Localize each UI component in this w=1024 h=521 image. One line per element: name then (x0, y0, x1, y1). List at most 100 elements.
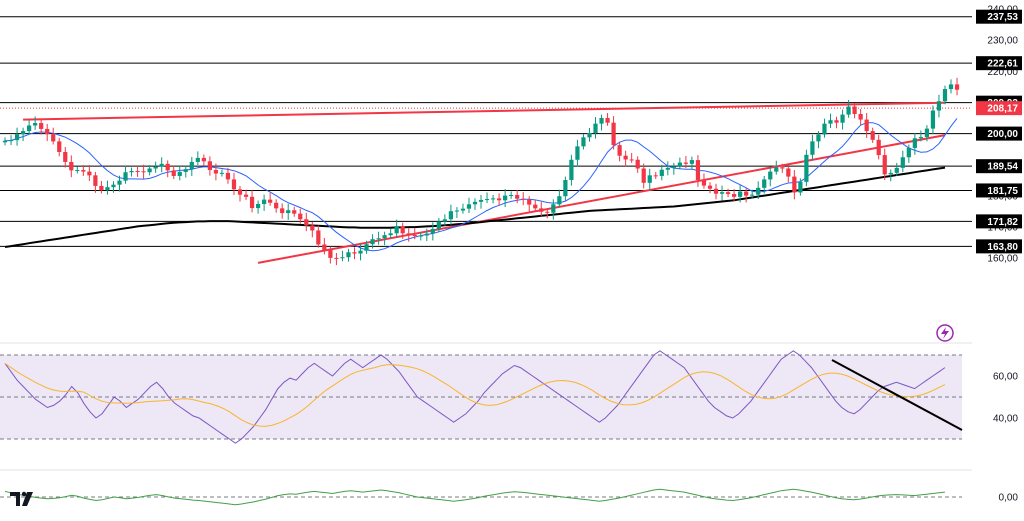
candle-body (906, 147, 911, 158)
candle-body (551, 204, 556, 213)
candle-body (249, 196, 255, 209)
candle-body (237, 189, 243, 195)
candle-body (738, 191, 743, 197)
level-badge (976, 126, 1022, 141)
candle-body (756, 187, 761, 195)
candle-body (261, 199, 267, 204)
candle-body (888, 172, 893, 175)
candle-body (828, 120, 833, 124)
candle-body (942, 89, 948, 102)
candle-body (316, 230, 321, 245)
candle-body (159, 163, 164, 167)
level-badge-label: 237,53 (987, 12, 1018, 23)
candle-body (858, 113, 863, 120)
candle-body (406, 233, 411, 235)
candle-body (617, 145, 622, 156)
candle-body (689, 160, 695, 164)
candle-body (466, 204, 472, 209)
candle-body (382, 235, 387, 239)
candle-body (894, 167, 899, 173)
candle-body (51, 134, 56, 142)
candle-body (683, 162, 689, 164)
level-badges: 237,53222,61209,93200,00189,54181,75171,… (976, 9, 1022, 254)
candle-body (111, 184, 116, 188)
level-badge-label: 189,54 (987, 162, 1018, 173)
candle-body (930, 110, 936, 129)
candle-body (147, 168, 152, 173)
rsi-pane: 60,00 40,00 (0, 350, 1018, 444)
candle-body (430, 228, 435, 234)
candle-body (503, 195, 508, 201)
candle-body (189, 161, 194, 170)
candle-body (346, 252, 351, 258)
candle-body (472, 201, 478, 205)
candle-body (274, 202, 279, 209)
candle-body (165, 163, 170, 171)
level-badge (976, 214, 1022, 229)
candle-body (286, 210, 291, 214)
candle-body (665, 167, 670, 170)
candle-body (225, 172, 231, 180)
candle-body (557, 196, 562, 205)
candle-body (623, 155, 628, 160)
osc-tick-label: 0,00 (999, 493, 1019, 504)
candle-body (912, 138, 917, 148)
candle-body (370, 239, 375, 245)
candle-body (364, 244, 369, 251)
candle-body (924, 128, 930, 138)
candle-body (412, 234, 417, 237)
candle-body (454, 210, 460, 212)
candle-body (852, 106, 857, 114)
candle-body (695, 160, 701, 181)
candlesticks (2, 77, 960, 266)
candle-body (936, 101, 942, 111)
candle-body (45, 128, 50, 135)
candle-body (201, 157, 206, 162)
rsi-tick-label: 60,00 (993, 372, 1018, 383)
candle-body (629, 159, 634, 161)
candle-body (762, 179, 767, 188)
candle-body (394, 226, 399, 234)
ma-slow-line (4, 166, 946, 248)
osc-line (4, 488, 945, 506)
candle-body (81, 170, 86, 172)
candle-body (255, 203, 261, 209)
candle-body (292, 210, 297, 214)
candle-body (195, 157, 200, 162)
level-badge-label: 181,75 (987, 186, 1018, 197)
rsi-tick-label: 40,00 (993, 414, 1018, 425)
candle-body (750, 194, 755, 196)
candle-body (545, 211, 550, 213)
candle-body (358, 250, 363, 254)
candle-body (774, 167, 779, 172)
candle-body (322, 244, 327, 251)
candle-body (442, 219, 447, 222)
candle-body (141, 171, 146, 173)
candle-body (33, 123, 38, 126)
candle-body (304, 219, 309, 226)
candle-body (731, 194, 737, 197)
candle-body (870, 131, 875, 140)
candle-body (810, 141, 815, 155)
candle-body (310, 225, 315, 231)
candle-body (153, 166, 158, 169)
candle-body (918, 137, 923, 139)
candle-body (587, 132, 592, 138)
resistance-trendline (23, 101, 946, 121)
candle-body (490, 198, 496, 200)
candle-body (792, 176, 797, 193)
candle-body (280, 208, 285, 214)
candle-body (478, 199, 484, 202)
candle-body (213, 170, 219, 174)
candle-body (569, 159, 574, 181)
candle-body (515, 194, 520, 199)
price-tick-label: 160,00 (987, 254, 1018, 265)
candle-body (744, 191, 749, 196)
candle-body (93, 175, 98, 186)
candle-body (653, 175, 658, 177)
candle-body (400, 226, 405, 234)
candle-body (448, 211, 454, 220)
lightning-alert-icon[interactable] (936, 324, 954, 342)
candle-body (671, 166, 676, 168)
